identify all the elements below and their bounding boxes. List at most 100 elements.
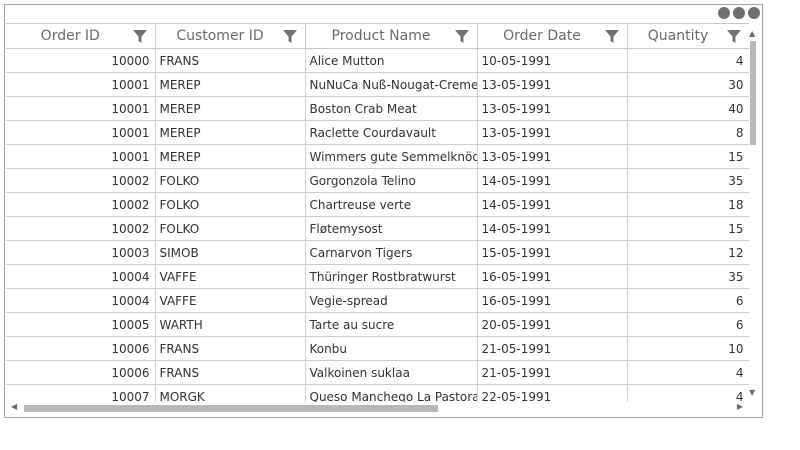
- cell-order-date[interactable]: 10-05-1991: [477, 48, 628, 73]
- cell-customer-id[interactable]: SIMOB: [155, 240, 306, 265]
- cell-customer-id[interactable]: VAFFE: [155, 264, 306, 289]
- cell-order-id[interactable]: 10001: [6, 144, 156, 169]
- cell-product-name[interactable]: Konbu: [305, 336, 478, 361]
- cell-order-date[interactable]: 13-05-1991: [477, 72, 628, 97]
- cell-order-date[interactable]: 15-05-1991: [477, 240, 628, 265]
- cell-order-id[interactable]: 10004: [6, 264, 156, 289]
- table-row[interactable]: 10001 MEREP Raclette Courdavault 13-05-1991…: [6, 120, 749, 145]
- cell-order-id[interactable]: 10001: [6, 96, 156, 121]
- table-row[interactable]: 10002 FOLKO Fløtemysost 14-05-1991 15: [6, 216, 749, 241]
- cell-order-id[interactable]: 10002: [6, 168, 156, 193]
- cell-customer-id[interactable]: MEREP: [155, 96, 306, 121]
- cell-quantity[interactable]: 18: [627, 192, 749, 217]
- column-header-order-date[interactable]: Order Date: [477, 24, 628, 49]
- cell-quantity[interactable]: 40: [627, 96, 749, 121]
- cell-order-date[interactable]: 21-05-1991: [477, 336, 628, 361]
- cell-order-id[interactable]: 10006: [6, 360, 156, 385]
- filter-icon[interactable]: [132, 30, 147, 44]
- cell-product-name[interactable]: Valkoinen suklaa: [305, 360, 478, 385]
- cell-quantity[interactable]: 35: [627, 168, 749, 193]
- cell-customer-id[interactable]: MEREP: [155, 144, 306, 169]
- cell-product-name[interactable]: Raclette Courdavault: [305, 120, 478, 145]
- cell-order-id[interactable]: 10002: [6, 192, 156, 217]
- cell-order-date[interactable]: 21-05-1991: [477, 360, 628, 385]
- scroll-left-icon[interactable]: ◀: [11, 402, 18, 411]
- cell-quantity[interactable]: 15: [627, 216, 749, 241]
- cell-order-date[interactable]: 22-05-1991: [477, 384, 628, 402]
- horizontal-scrollbar[interactable]: ◀ ▶: [7, 402, 747, 414]
- horizontal-scroll-thumb[interactable]: [24, 405, 438, 412]
- cell-order-id[interactable]: 10006: [6, 336, 156, 361]
- table-row[interactable]: 10007 MORGK Queso Manchego La Pastora 22-05…: [6, 384, 749, 402]
- cell-product-name[interactable]: NuNuCa Nuß-Nougat-Creme: [305, 72, 478, 97]
- column-header-product-name[interactable]: Product Name: [305, 24, 478, 49]
- cell-order-id[interactable]: 10003: [6, 240, 156, 265]
- cell-quantity[interactable]: 30: [627, 72, 749, 97]
- filter-icon[interactable]: [604, 30, 619, 44]
- cell-product-name[interactable]: Gorgonzola Telino: [305, 168, 478, 193]
- cell-quantity[interactable]: 12: [627, 240, 749, 265]
- filter-icon[interactable]: [282, 30, 297, 44]
- cell-order-id[interactable]: 10005: [6, 312, 156, 337]
- cell-product-name[interactable]: Boston Crab Meat: [305, 96, 478, 121]
- cell-order-id[interactable]: 10001: [6, 72, 156, 97]
- cell-quantity[interactable]: 15: [627, 144, 749, 169]
- cell-product-name[interactable]: Alice Mutton: [305, 48, 478, 73]
- table-row[interactable]: 10004 VAFFE Thüringer Rostbratwurst 16-05-1…: [6, 264, 749, 289]
- scroll-right-icon[interactable]: ▶: [736, 402, 743, 411]
- cell-product-name[interactable]: Thüringer Rostbratwurst: [305, 264, 478, 289]
- cell-order-date[interactable]: 13-05-1991: [477, 120, 628, 145]
- cell-order-date[interactable]: 14-05-1991: [477, 168, 628, 193]
- cell-product-name[interactable]: Vegie-spread: [305, 288, 478, 313]
- table-row[interactable]: 10001 MEREP NuNuCa Nuß-Nougat-Creme 13-05-1…: [6, 72, 749, 97]
- cell-product-name[interactable]: Fløtemysost: [305, 216, 478, 241]
- cell-customer-id[interactable]: MEREP: [155, 72, 306, 97]
- table-row[interactable]: 10001 MEREP Wimmers gute Semmelknödel 13-05…: [6, 144, 749, 169]
- cell-order-date[interactable]: 14-05-1991: [477, 216, 628, 241]
- cell-order-date[interactable]: 14-05-1991: [477, 192, 628, 217]
- column-header-customer-id[interactable]: Customer ID: [155, 24, 306, 49]
- cell-product-name[interactable]: Wimmers gute Semmelknödel: [305, 144, 478, 169]
- table-row[interactable]: 10006 FRANS Konbu 21-05-1991 10: [6, 336, 749, 361]
- cell-customer-id[interactable]: FRANS: [155, 336, 306, 361]
- cell-customer-id[interactable]: FOLKO: [155, 216, 306, 241]
- table-row[interactable]: 10002 FOLKO Chartreuse verte 14-05-1991 18: [6, 192, 749, 217]
- table-row[interactable]: 10006 FRANS Valkoinen suklaa 21-05-1991 4: [6, 360, 749, 385]
- column-header-order-id[interactable]: Order ID: [6, 24, 156, 49]
- cell-product-name[interactable]: Queso Manchego La Pastora: [305, 384, 478, 402]
- cell-customer-id[interactable]: FOLKO: [155, 168, 306, 193]
- cell-quantity[interactable]: 4: [627, 360, 749, 385]
- table-row[interactable]: 10005 WARTH Tarte au sucre 20-05-1991 6: [6, 312, 749, 337]
- cell-product-name[interactable]: Chartreuse verte: [305, 192, 478, 217]
- table-row[interactable]: 10004 VAFFE Vegie-spread 16-05-1991 6: [6, 288, 749, 313]
- cell-order-date[interactable]: 13-05-1991: [477, 144, 628, 169]
- cell-quantity[interactable]: 4: [627, 384, 749, 402]
- vertical-scroll-thumb[interactable]: [750, 41, 756, 145]
- cell-product-name[interactable]: Carnarvon Tigers: [305, 240, 478, 265]
- cell-product-name[interactable]: Tarte au sucre: [305, 312, 478, 337]
- cell-customer-id[interactable]: FOLKO: [155, 192, 306, 217]
- cell-order-id[interactable]: 10000: [6, 48, 156, 73]
- cell-quantity[interactable]: 4: [627, 48, 749, 73]
- cell-quantity[interactable]: 35: [627, 264, 749, 289]
- vertical-scrollbar[interactable]: ▲ ▼: [746, 27, 760, 401]
- filter-icon[interactable]: [726, 30, 741, 44]
- cell-customer-id[interactable]: VAFFE: [155, 288, 306, 313]
- filter-icon[interactable]: [454, 30, 469, 44]
- cell-customer-id[interactable]: FRANS: [155, 48, 306, 73]
- cell-customer-id[interactable]: MEREP: [155, 120, 306, 145]
- cell-order-date[interactable]: 16-05-1991: [477, 288, 628, 313]
- cell-order-id[interactable]: 10001: [6, 120, 156, 145]
- table-row[interactable]: 10000 FRANS Alice Mutton 10-05-1991 4: [6, 48, 749, 73]
- cell-quantity[interactable]: 10: [627, 336, 749, 361]
- cell-quantity[interactable]: 6: [627, 312, 749, 337]
- column-header-quantity[interactable]: Quantity: [627, 24, 749, 49]
- scroll-down-icon[interactable]: ▼: [749, 388, 756, 397]
- cell-order-id[interactable]: 10004: [6, 288, 156, 313]
- cell-order-date[interactable]: 16-05-1991: [477, 264, 628, 289]
- cell-quantity[interactable]: 8: [627, 120, 749, 145]
- cell-customer-id[interactable]: FRANS: [155, 360, 306, 385]
- table-row[interactable]: 10002 FOLKO Gorgonzola Telino 14-05-1991 35: [6, 168, 749, 193]
- scroll-up-icon[interactable]: ▲: [749, 29, 756, 38]
- cell-order-date[interactable]: 13-05-1991: [477, 96, 628, 121]
